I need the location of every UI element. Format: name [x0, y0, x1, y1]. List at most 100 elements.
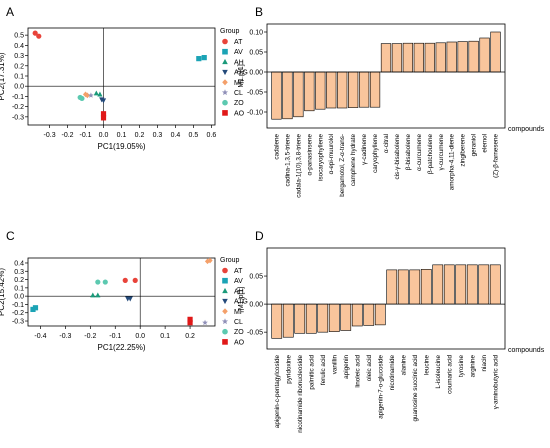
data-point-MF	[84, 92, 90, 99]
category-label: (Z)-β-farnesene	[493, 134, 500, 178]
category-label: oleic acid	[366, 355, 373, 382]
legend-label-AH: AH	[234, 59, 244, 66]
legend-label-MF: MF	[234, 309, 244, 316]
scatter-panel-A: A -0.3 -0.2 -0.1 0.0 0.1 0.2 0.3 0.4 0.5 0.6 -0.3 -0…	[0, 5, 248, 151]
x-tick-label: 0.2	[135, 132, 145, 139]
bar	[413, 42, 424, 73]
legend-label-AV: AV	[234, 278, 243, 285]
legend-marker-AT	[222, 38, 228, 45]
legend-label-AT: AT	[234, 39, 243, 46]
bar	[305, 303, 317, 334]
category-label: zingiberene	[460, 134, 467, 167]
legend-label-AO: AO	[234, 339, 245, 346]
bar	[348, 71, 359, 108]
category-label: α-panasinsene	[306, 134, 313, 176]
x-tick-label: 0.2	[185, 333, 195, 340]
legend-label-CL: CL	[234, 319, 243, 326]
data-point-ZO	[79, 95, 85, 102]
bar	[328, 303, 340, 332]
bar	[304, 71, 315, 112]
legend-label-CL: CL	[234, 90, 243, 97]
legend-label-ATG: ATG	[234, 70, 248, 77]
bar	[293, 71, 304, 118]
category-label: pyridoxine	[285, 355, 292, 384]
bar	[443, 264, 455, 305]
data-point-AH	[90, 292, 96, 298]
x-tick-label: 0.1	[160, 333, 170, 340]
legend-marker-CL	[221, 89, 229, 96]
data-point-ZO	[102, 279, 108, 285]
bar	[363, 303, 375, 326]
bar	[455, 264, 467, 305]
data-point-AV	[196, 56, 202, 62]
bar	[386, 269, 398, 305]
y-tick-label: -0.05	[247, 90, 263, 97]
category-label: coumaric acid	[446, 355, 453, 394]
bar	[271, 71, 282, 120]
y-axis-label: PC2(15.42%)	[0, 268, 6, 316]
data-point-MF	[204, 258, 211, 265]
x-axis-label: PC1(22.25%)	[97, 343, 145, 352]
category-label: apigenin	[343, 355, 350, 379]
panel-label-C: C	[6, 229, 15, 243]
legend-marker-ZO	[222, 99, 228, 106]
bar	[490, 31, 501, 73]
data-point-AT	[36, 33, 42, 39]
data-point-AO	[100, 115, 107, 121]
legend-marker-MF	[222, 308, 228, 315]
bar-panel-B: B -0.10 -0.05 0.00 0.05 0.10 cadalene cadina-1,…	[238, 5, 545, 198]
x-tick-label: -0.1	[109, 333, 121, 340]
y-axis-label: M1.p[1]	[238, 287, 245, 310]
category-label: amorpha-4,11-diene	[449, 134, 456, 191]
legend-marker-AH	[222, 58, 228, 65]
data-point-AO	[100, 111, 107, 117]
y-tick-label: -0.3	[12, 114, 24, 121]
legend-marker-AH	[222, 287, 228, 294]
x-tick-label: -0.3	[59, 333, 71, 340]
category-label: ferulic acid	[320, 355, 327, 386]
data-point-AH	[95, 292, 101, 298]
category-label: arginine	[469, 355, 476, 378]
category-label: niacin	[481, 355, 488, 372]
bar	[340, 303, 352, 331]
data-point-ATG	[100, 98, 107, 104]
category-label: bergamotol, Z-α-trans-	[339, 134, 346, 197]
category-label: apigenin-c-pentagylcoside	[274, 355, 281, 429]
x-tick-label: -0.2	[62, 132, 74, 139]
bar	[424, 42, 435, 73]
y-axis-label: PC2(17.31%)	[0, 52, 6, 100]
category-label: β-patchoulene	[427, 134, 434, 175]
x-tick-label: -0.2	[84, 333, 96, 340]
bar	[446, 41, 457, 73]
plot-frame	[266, 23, 506, 129]
y-tick-label: 0.00	[249, 302, 263, 309]
data-point-AO	[187, 320, 193, 326]
data-point-CL	[202, 319, 208, 326]
legend-marker-AO	[222, 339, 228, 345]
bar	[282, 303, 294, 338]
y-tick-label: 0.2	[14, 63, 24, 70]
legend-title: Group	[220, 28, 240, 35]
category-label: L-isoleucine	[435, 355, 442, 389]
legend-label-ATG: ATG	[234, 299, 248, 306]
category-label: α-curcumene	[416, 134, 423, 171]
category-label: vanillin	[331, 355, 338, 375]
legend-marker-MF	[222, 79, 228, 86]
legend-marker-AO	[222, 110, 228, 116]
y-tick-label: -0.05	[247, 330, 263, 337]
legend-marker-ZO	[222, 328, 228, 335]
y-tick-label: -0.2	[12, 104, 24, 111]
legend-label-MF: MF	[234, 80, 244, 87]
legend-marker-CL	[221, 318, 229, 325]
y-axis-label: M1.p[1]	[238, 64, 245, 87]
category-label: β-bisabolene	[405, 134, 412, 171]
category-label: isocaryophyllene	[317, 134, 324, 181]
data-point-ZO	[95, 279, 101, 285]
category-label: γ-curcumene	[438, 134, 445, 171]
y-tick-label: 0.3	[14, 269, 24, 276]
bar	[457, 41, 468, 73]
y-tick-label: 0.4	[14, 43, 24, 50]
bar	[294, 303, 306, 334]
bar	[337, 71, 348, 109]
category-label: cis-γ-bisabolene	[394, 134, 401, 180]
